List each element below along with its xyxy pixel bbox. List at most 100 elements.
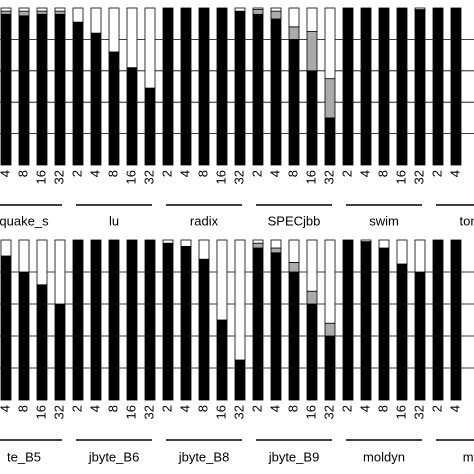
bar-segment	[288, 26, 300, 40]
bar-segment	[234, 359, 246, 401]
x-tick-label: 8	[15, 170, 30, 177]
x-tick-label: 32	[231, 170, 246, 184]
bar-segment	[324, 117, 336, 166]
bar-segment	[252, 7, 264, 10]
bar-segment	[126, 239, 138, 401]
bar-segment	[396, 239, 408, 265]
x-tick-label: 16	[213, 170, 228, 184]
bar-segment	[252, 242, 264, 249]
bar-segment	[396, 263, 408, 401]
bar-segment	[144, 239, 156, 401]
bar-segment	[198, 239, 210, 260]
bar-segment	[414, 7, 426, 10]
x-tick-label: 8	[285, 170, 300, 177]
bar-segment	[108, 239, 120, 401]
x-tick-label: 8	[15, 405, 30, 412]
group-label: quake_s	[0, 213, 49, 228]
x-tick-label: 2	[429, 170, 444, 177]
bar-segment	[270, 10, 282, 20]
x-tick-label: 32	[321, 170, 336, 184]
bar-segment	[54, 239, 66, 305]
bar-segment	[180, 245, 192, 401]
x-tick-label: 16	[303, 170, 318, 184]
group-label: mtrt	[463, 449, 474, 464]
x-tick-label: 2	[429, 405, 444, 412]
bar-segment	[54, 13, 66, 166]
bar-segment	[126, 67, 138, 166]
x-tick-label: 2	[69, 170, 84, 177]
bar-segment	[162, 242, 174, 401]
bar-segment	[342, 7, 354, 166]
group-label: lu	[109, 213, 119, 228]
group-label: jbyte_B6	[88, 449, 140, 464]
bar-segment	[216, 239, 228, 321]
bar-segment	[252, 239, 264, 244]
bar-segment	[306, 303, 318, 401]
x-tick-label: 8	[285, 405, 300, 412]
group-label: SPECjbb	[268, 213, 321, 228]
group-label: tome	[460, 213, 474, 228]
bar-segment	[90, 7, 102, 34]
x-tick-label: 32	[141, 405, 156, 419]
bar-segment	[432, 239, 444, 401]
bar-segment	[324, 322, 336, 337]
bar-segment	[90, 32, 102, 166]
bar-segment	[18, 239, 30, 273]
x-tick-label: 4	[177, 170, 192, 177]
bar-segment	[72, 21, 84, 166]
bar-segment	[72, 239, 84, 401]
bar-segment	[108, 51, 120, 166]
x-tick-label: 4	[87, 405, 102, 412]
x-tick-label: 16	[393, 405, 408, 419]
bar-segment	[414, 239, 426, 273]
bar-segment	[0, 7, 12, 12]
x-tick-label: 16	[213, 405, 228, 419]
bar-segment	[234, 7, 246, 12]
bar-segment	[324, 78, 336, 119]
bar-segment	[162, 239, 174, 244]
bar-segment	[180, 7, 192, 166]
x-tick-label: 32	[321, 405, 336, 419]
x-tick-label: 16	[33, 405, 48, 419]
x-tick-label: 8	[195, 405, 210, 412]
bar-segment	[360, 241, 372, 401]
x-tick-label: 2	[159, 405, 174, 412]
x-tick-label: 4	[177, 405, 192, 412]
bar-segment	[180, 239, 192, 247]
group-label: jbyte_B8	[178, 449, 230, 464]
bar-segment	[288, 271, 300, 401]
bar-segment	[252, 9, 264, 15]
bar-segment	[450, 239, 462, 401]
x-tick-label: 4	[357, 405, 372, 412]
group-label: radix	[190, 213, 219, 228]
x-tick-label: 4	[87, 170, 102, 177]
group-label: te_B5	[7, 449, 41, 464]
group-label: moldyn	[363, 449, 405, 464]
x-tick-label: 16	[123, 405, 138, 419]
x-tick-label: 16	[303, 405, 318, 419]
x-tick-label: 32	[231, 405, 246, 419]
bar-segment	[342, 239, 354, 401]
x-tick-label: 4	[0, 405, 12, 412]
bar-segment	[324, 7, 336, 80]
x-tick-label: 2	[339, 405, 354, 412]
bar-segment	[198, 258, 210, 401]
x-tick-label: 2	[339, 170, 354, 177]
x-tick-label: 32	[411, 170, 426, 184]
bar-segment	[144, 87, 156, 166]
bar-segment	[396, 7, 408, 166]
bar-segment	[216, 319, 228, 401]
bar-segment	[36, 10, 48, 15]
bar-segment	[378, 7, 390, 166]
bar-segment	[126, 7, 138, 69]
bar-segment	[270, 239, 282, 249]
bar-segment	[270, 18, 282, 166]
bar-segment	[0, 13, 12, 166]
x-tick-label: 8	[105, 405, 120, 412]
bar-segment	[360, 7, 372, 166]
bar-segment	[324, 239, 336, 324]
bar-segment	[162, 7, 174, 166]
bar-segment	[324, 335, 336, 401]
bar-segment	[360, 239, 372, 242]
